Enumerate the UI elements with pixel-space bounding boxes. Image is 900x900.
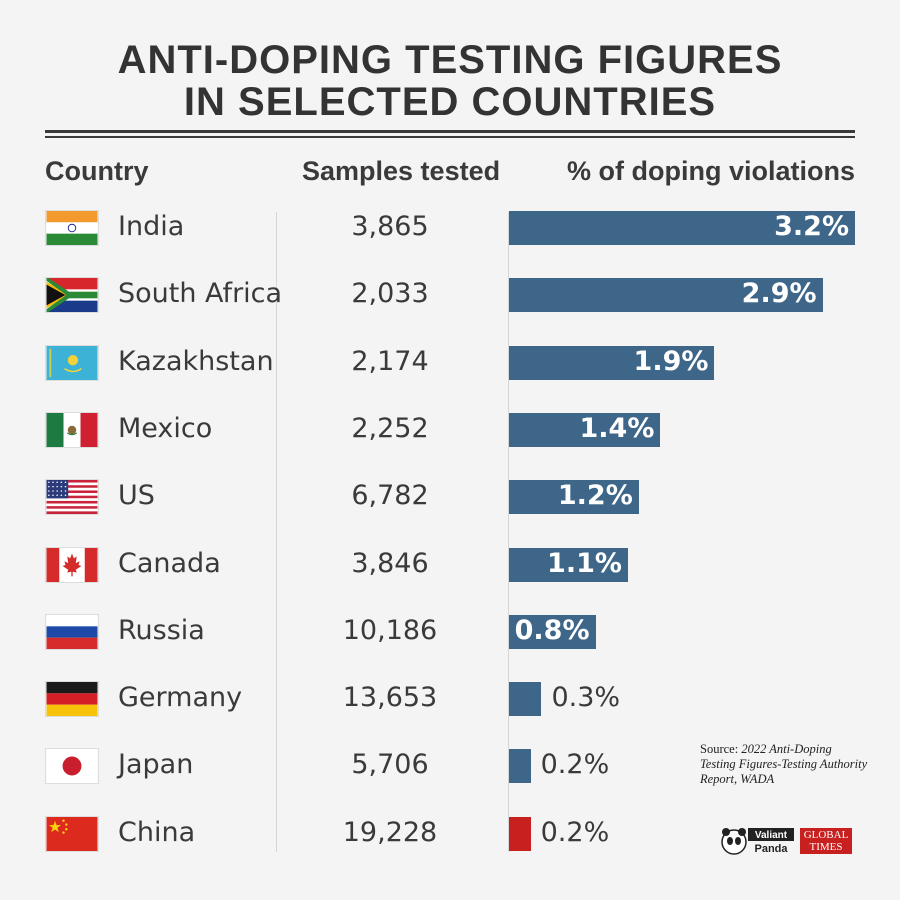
global-times-logo: GLOBAL TIMES bbox=[800, 828, 852, 854]
samples-value: 10,186 bbox=[342, 614, 438, 646]
japan-flag bbox=[45, 748, 99, 785]
kazakhstan-flag bbox=[45, 344, 99, 381]
column-divider-1 bbox=[276, 212, 277, 852]
table-row: India 3,865 3.2% bbox=[0, 198, 900, 258]
source-note: Source: 2022 Anti-Doping Testing Figures… bbox=[700, 742, 870, 787]
samples-value: 2,033 bbox=[351, 278, 429, 310]
title-rule-bottom bbox=[45, 136, 855, 138]
china-flag bbox=[45, 815, 99, 852]
country-name: Canada bbox=[118, 547, 221, 579]
bar bbox=[509, 412, 661, 447]
table-row: China 19,228 0.2% bbox=[0, 804, 900, 864]
table-row: Canada 3,846 1.1% bbox=[0, 535, 900, 595]
country-name: India bbox=[118, 211, 185, 242]
country-name: Kazakhstan bbox=[118, 345, 274, 377]
bar bbox=[509, 816, 531, 851]
samples-value: 5,706 bbox=[351, 749, 429, 781]
country-name: China bbox=[118, 816, 196, 848]
bar bbox=[509, 211, 855, 245]
valiant-panda-logo: Valiant Panda bbox=[721, 828, 794, 855]
bar-label: 1.9% bbox=[633, 345, 709, 377]
column-divider-2 bbox=[508, 212, 509, 852]
bar bbox=[509, 682, 542, 717]
bar-label: 3.2% bbox=[774, 211, 849, 242]
canada-flag bbox=[45, 546, 99, 583]
samples-value: 13,653 bbox=[342, 682, 438, 714]
table-row: US 6,782 1.2% bbox=[0, 467, 900, 527]
table-row: Japan 5,706 0.2% bbox=[0, 736, 900, 796]
country-name: US bbox=[118, 480, 155, 512]
country-name: South Africa bbox=[118, 278, 283, 310]
global-times-line-2: TIMES bbox=[809, 841, 843, 853]
table-row: Mexico 2,252 1.4% bbox=[0, 400, 900, 460]
global-times-line-1: GLOBAL bbox=[803, 829, 849, 841]
bar-label: 0.2% bbox=[540, 749, 610, 781]
samples-value: 3,846 bbox=[351, 547, 429, 579]
source-prefix: Source: bbox=[700, 742, 739, 756]
south-africa-flag bbox=[45, 277, 99, 314]
header-samples-tested: Samples tested bbox=[302, 156, 501, 186]
country-name: Japan bbox=[118, 749, 194, 781]
table-row: Russia 10,186 0.8% bbox=[0, 602, 900, 662]
mexico-flag bbox=[45, 411, 99, 448]
bar-label: 1.2% bbox=[557, 480, 633, 512]
chart-title-line-1: ANTI-DOPING TESTING FIGURES bbox=[117, 38, 783, 82]
samples-value: 19,228 bbox=[342, 816, 438, 848]
samples-value: 2,252 bbox=[351, 412, 429, 444]
table-row: Germany 13,653 0.3% bbox=[0, 669, 900, 729]
bar bbox=[509, 480, 639, 515]
header-country: Country bbox=[45, 156, 149, 186]
valiant-text: Valiant bbox=[755, 830, 788, 841]
bar-label: 1.4% bbox=[579, 412, 655, 444]
country-name: Russia bbox=[118, 614, 205, 646]
bar bbox=[509, 345, 715, 380]
samples-value: 6,782 bbox=[351, 480, 429, 512]
bar bbox=[509, 614, 596, 649]
title-rule-top bbox=[45, 130, 855, 133]
samples-value: 3,865 bbox=[351, 211, 429, 242]
germany-flag bbox=[45, 681, 99, 718]
source-text: 2022 Anti-Doping Testing Figures-Testing… bbox=[700, 742, 868, 786]
country-name: Germany bbox=[118, 682, 243, 714]
bar-label: 0.3% bbox=[551, 682, 621, 714]
table-row: Kazakhstan 2,174 1.9% bbox=[0, 333, 900, 393]
bar bbox=[509, 278, 823, 313]
table-row: South Africa 2,033 2.9% bbox=[0, 265, 900, 325]
russia-flag bbox=[45, 613, 99, 650]
panda-text: Panda bbox=[754, 843, 788, 855]
bar-label: 2.9% bbox=[741, 278, 817, 310]
bar bbox=[509, 749, 531, 784]
india-flag bbox=[45, 210, 99, 246]
header-percent-violations: % of doping violations bbox=[567, 156, 855, 186]
bar-label: 0.8% bbox=[514, 614, 590, 646]
bar-label: 0.2% bbox=[540, 816, 610, 848]
samples-value: 2,174 bbox=[351, 345, 429, 377]
country-name: Mexico bbox=[118, 412, 213, 444]
us-flag bbox=[45, 479, 99, 516]
bar-label: 1.1% bbox=[547, 547, 622, 579]
chart-title-line-2: IN SELECTED COUNTRIES bbox=[183, 80, 717, 124]
bar bbox=[509, 547, 628, 582]
